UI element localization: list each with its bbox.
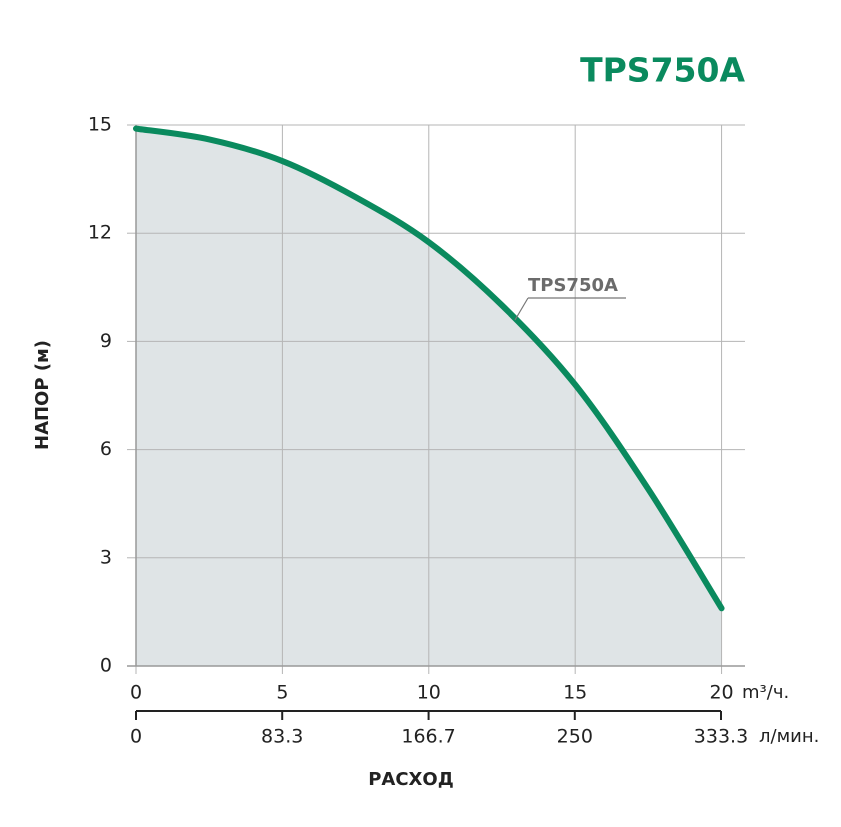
y-axis-label: НАПОР (м) — [32, 340, 53, 450]
x-tick-label: 5 — [276, 682, 288, 704]
x-tick-label: 0 — [130, 682, 142, 704]
y-tick-label: 0 — [100, 655, 112, 677]
x-unit: m³/ч. — [742, 682, 789, 703]
x2-tick-label: 333.3 — [694, 726, 748, 748]
x2-tick-label: 83.3 — [261, 726, 303, 748]
y-tick-label: 9 — [100, 330, 112, 352]
x2-unit: л/мин. — [759, 726, 819, 747]
x-tick-label: 20 — [709, 682, 733, 704]
line — [133, 125, 725, 612]
chart-title: TPS750A — [580, 51, 745, 90]
annotation-leader — [514, 297, 529, 321]
x2-tick-label: 0 — [130, 726, 142, 748]
y-tick-label: 15 — [88, 114, 112, 136]
x-tick-label: 15 — [563, 682, 587, 704]
x-axis-label: РАСХОД — [368, 769, 454, 790]
y-tick-label: 6 — [100, 438, 112, 460]
y-tick-label: 12 — [88, 222, 112, 244]
x-tick-label: 10 — [417, 682, 441, 704]
y-tick-label: 3 — [100, 546, 112, 568]
x2-tick-label: 166.7 — [401, 726, 455, 748]
x2-tick-label: 250 — [557, 726, 593, 748]
series-label: TPS750A — [528, 275, 618, 296]
